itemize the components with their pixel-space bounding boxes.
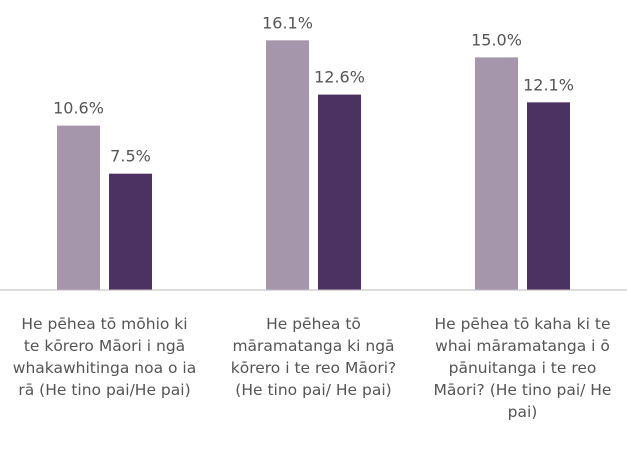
bar: [527, 102, 570, 291]
bar: [475, 57, 518, 290]
x-tick-label: He pēhea tō māramatanga ki ngā kōrero i …: [230, 315, 397, 399]
x-tick-label: He pēhea tō mōhio ki te kōrero Māori i n…: [12, 315, 197, 399]
bar: [57, 125, 100, 290]
value-label: 16.1%: [262, 13, 313, 32]
value-label: 7.5%: [110, 147, 151, 166]
bar: [109, 173, 152, 290]
bar: [318, 94, 361, 290]
value-label: 10.6%: [53, 99, 104, 118]
value-label: 12.1%: [523, 75, 574, 94]
bar: [266, 40, 309, 290]
value-label: 12.6%: [314, 68, 365, 87]
x-tick-label: He pēhea tō kaha ki te whai māramatanga …: [433, 315, 612, 421]
value-label: 15.0%: [471, 30, 522, 49]
